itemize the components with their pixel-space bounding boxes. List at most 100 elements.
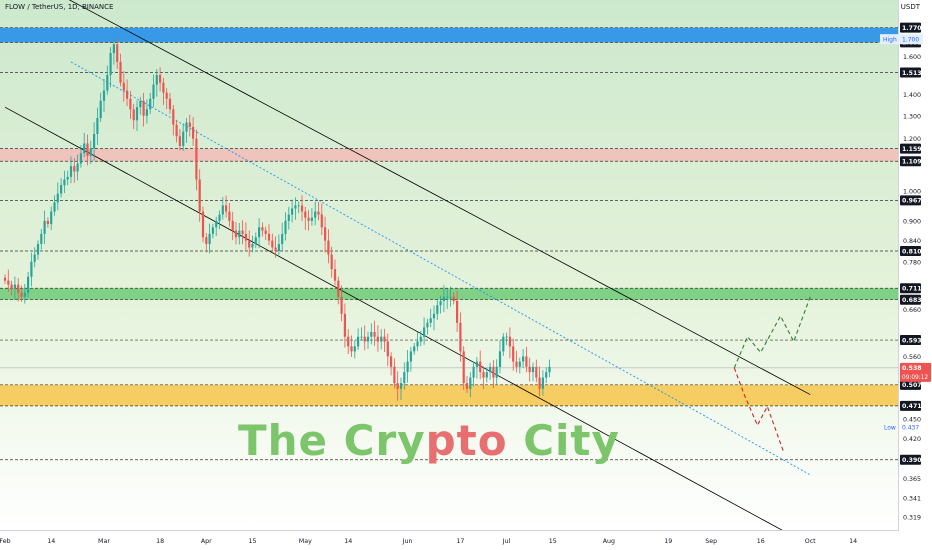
x-tick-label: 14 [849, 538, 857, 545]
high-marker-text: High [883, 36, 897, 43]
candle-body [429, 318, 432, 323]
projections [733, 296, 811, 453]
candle-body [330, 254, 333, 270]
candle-body [333, 269, 337, 281]
zone-yellow [0, 384, 898, 406]
candle-body [198, 179, 201, 212]
candle-body [528, 366, 531, 373]
candle-body [162, 82, 165, 93]
candle-body [60, 185, 63, 194]
candle-body [63, 179, 66, 186]
watermark-part-2: pto [425, 416, 508, 465]
candle-body [159, 74, 162, 83]
candle-body [307, 217, 310, 221]
x-tick-label: Aug [603, 538, 615, 545]
low-marker-text: Low [884, 425, 896, 432]
candle-body [317, 211, 320, 215]
candle-body [267, 233, 271, 241]
candle-body [215, 220, 218, 228]
candle-body [271, 240, 274, 248]
candle-body [538, 377, 541, 389]
candle-body [258, 227, 261, 238]
candle-body [17, 284, 20, 293]
y-tick-label: 0.341 [903, 496, 921, 503]
candle-body [482, 372, 485, 378]
candle-body [353, 346, 356, 352]
watermark-part-1: The Cry [238, 416, 426, 465]
y-tick-label: 1.300 [903, 113, 921, 120]
candle-body [366, 336, 370, 342]
candle-body [172, 109, 175, 125]
candle-body [406, 361, 409, 373]
candle-body [508, 336, 511, 347]
x-tick-label: Jun [402, 538, 413, 545]
y-tick-label: 1.600 [903, 54, 921, 61]
candle-body [475, 361, 478, 367]
watermark-part-3: City [507, 416, 620, 465]
y-tick-label: 1.200 [903, 136, 921, 143]
candle-body [419, 336, 422, 342]
candle-body [53, 202, 56, 212]
countdown-label: 09:09:12 [902, 375, 928, 381]
price-level-label: 0.593 [902, 337, 922, 344]
price-level-label: 1.770 [902, 25, 922, 32]
candle-body [383, 336, 386, 342]
x-tick-label: Apr [201, 538, 212, 545]
candle-body [46, 220, 49, 225]
candle-body [221, 205, 224, 215]
price-level-label: 0.683 [902, 297, 922, 304]
price-axis-background [899, 0, 932, 550]
candle-body [106, 74, 109, 91]
candle-body [10, 284, 13, 289]
candle-body [320, 214, 323, 228]
candle-body [294, 205, 297, 209]
price-level-box [900, 143, 921, 154]
candle-body [525, 356, 528, 367]
candle-body [304, 211, 307, 218]
y-tick-label: 1.400 [903, 92, 921, 99]
candle-body [469, 377, 472, 389]
candle-body [274, 247, 277, 251]
candle-body [390, 356, 393, 367]
candle-body [363, 336, 366, 342]
candle-body [251, 244, 254, 248]
candle-body [76, 163, 79, 172]
candle-body [291, 208, 294, 215]
projection-bearish-path [733, 367, 785, 453]
candle-body [254, 237, 257, 245]
candle-body [535, 366, 538, 378]
watermark: The Crypto City [238, 416, 620, 465]
currency-label[interactable]: USDT [900, 3, 920, 11]
candle-body [403, 372, 406, 384]
candle-body [489, 366, 492, 373]
candle-body [205, 237, 208, 245]
candle-body [370, 331, 373, 337]
price-level-label: 1.513 [902, 70, 922, 77]
candle-body [505, 336, 508, 338]
price-level-label: 0.810 [902, 248, 922, 255]
candle-body [277, 244, 280, 251]
y-tick-label: 0.780 [903, 259, 921, 266]
candle-body [30, 261, 33, 277]
y-tick-label: 0.450 [903, 416, 921, 423]
candle-body [149, 98, 152, 110]
price-axis: 1.600 1.400 1.300 1.200 1.000 0.900 0.840 0.780… [903, 54, 921, 522]
candle-body [175, 124, 178, 137]
channel-upper-line [68, 0, 811, 395]
candle-body [531, 366, 535, 373]
candle-body [442, 296, 445, 301]
candle-body [139, 100, 142, 108]
candle-body [380, 336, 383, 342]
candle-body [241, 230, 244, 234]
price-level-label: 0.507 [902, 382, 922, 389]
candle-body [426, 322, 429, 328]
candle-body [479, 361, 482, 373]
candle-body [102, 90, 106, 101]
x-tick-label: May [299, 538, 312, 545]
candle-body [43, 220, 46, 234]
candle-body [201, 211, 205, 238]
candle-body [218, 214, 221, 221]
candle-body [228, 211, 231, 221]
candle-body [86, 143, 89, 156]
